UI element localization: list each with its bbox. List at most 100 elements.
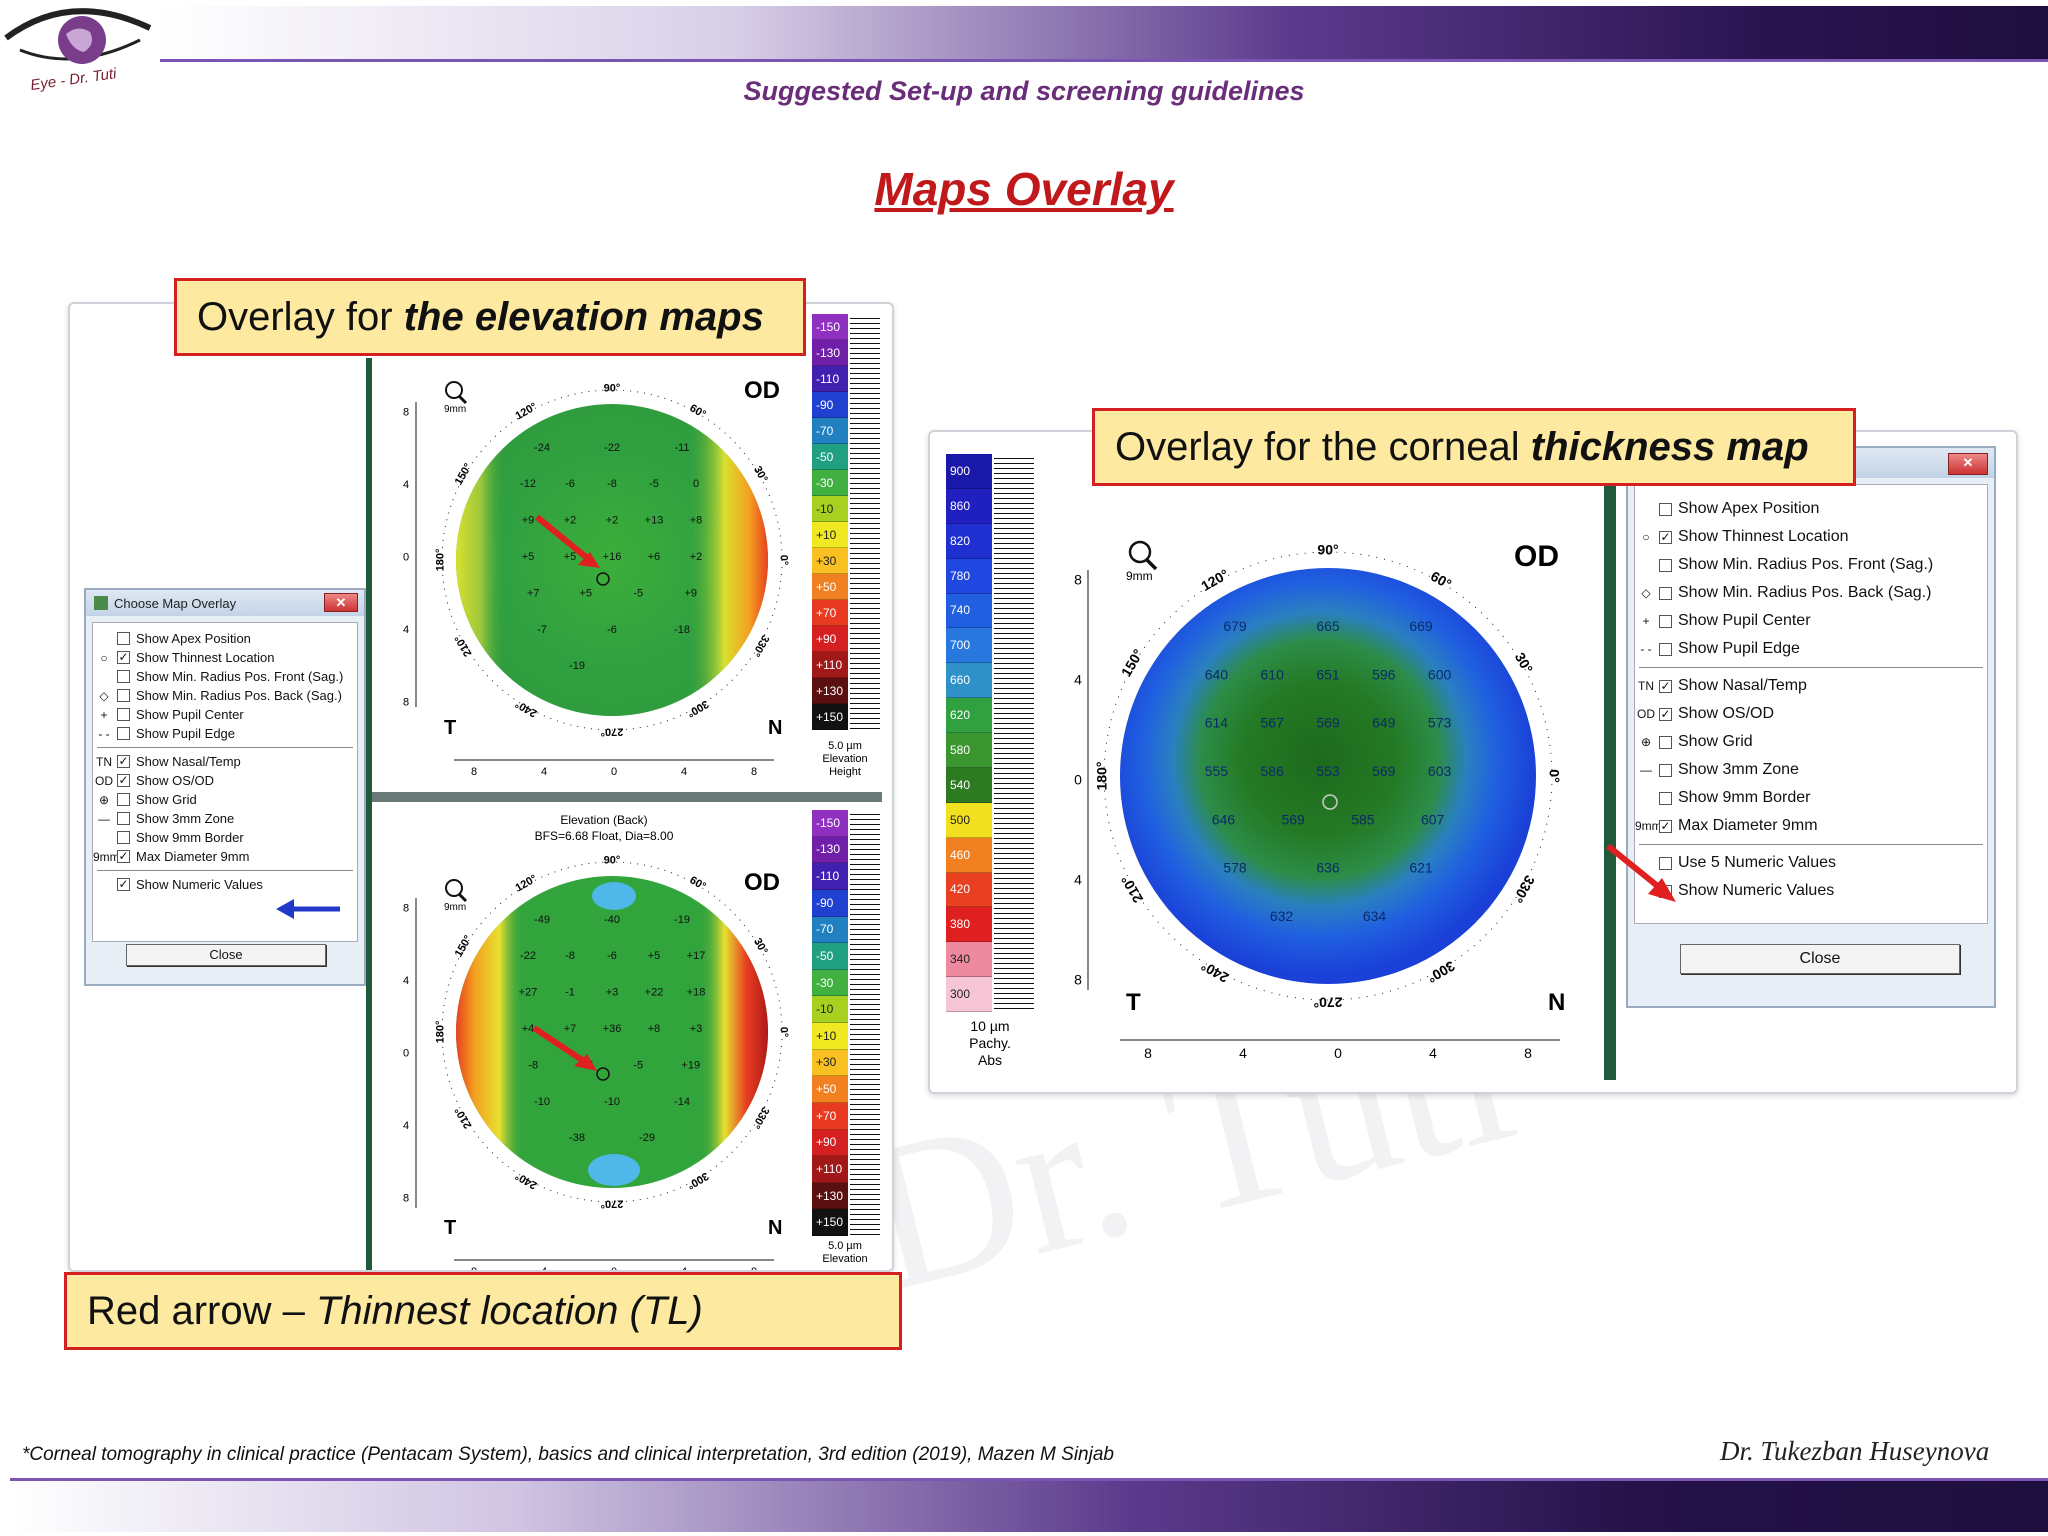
scale-step: +70 (812, 1102, 848, 1130)
option-checkbox[interactable] (117, 793, 130, 806)
option-checkbox[interactable] (1659, 791, 1672, 805)
option-checkbox[interactable] (117, 632, 130, 645)
option-checkbox[interactable] (1659, 856, 1672, 870)
overlay-option[interactable]: OD ✓ Show OS/OD (93, 771, 357, 790)
overlay-option[interactable]: - - Show Pupil Edge (1635, 635, 1987, 663)
overlay-option[interactable]: ⊕ Show Grid (93, 790, 357, 809)
arrow-callout: Red arrow – Thinnest location (TL) (64, 1272, 902, 1350)
option-checkbox[interactable]: ✓ (1659, 678, 1672, 693)
overlay-option[interactable]: TN ✓ Show Nasal/Temp (1635, 672, 1987, 700)
right-dialog-close-icon[interactable]: ✕ (1948, 453, 1988, 475)
option-checkbox[interactable]: ✓ (117, 849, 130, 863)
overlay-option[interactable]: + Show Pupil Center (1635, 607, 1987, 635)
option-checkbox[interactable]: ✓ (117, 773, 130, 787)
dialog-close-icon[interactable]: ✕ (324, 593, 358, 612)
overlay-option[interactable]: ◇ Show Min. Radius Pos. Back (Sag.) (93, 686, 357, 705)
scale-step: +130 (812, 678, 848, 704)
y-tick-label: 4 (1074, 872, 1082, 888)
back-blue-bottom (588, 1154, 640, 1186)
angle-label: 180° (435, 1021, 447, 1044)
option-checkbox[interactable]: ✓ (1659, 818, 1672, 833)
scale-step: +150 (812, 1209, 848, 1236)
page-title-text: Maps Overlay (874, 163, 1174, 215)
option-label: Use 5 Numeric Values (1678, 854, 1836, 871)
option-icon: ○ (100, 650, 108, 665)
overlay-option[interactable]: Use 5 Numeric Values (1635, 849, 1987, 877)
back-axis-ticks: 8 8 4 4 0 0 4 4 8 8 (403, 903, 757, 1270)
option-checkbox[interactable]: ✓ (117, 877, 130, 891)
option-checkbox[interactable]: ✓ (1659, 529, 1672, 544)
scale-step: -10 (812, 996, 848, 1023)
scale-step: -70 (812, 418, 848, 444)
thickness-divider (1604, 444, 1616, 1080)
overlay-option[interactable]: TN ✓ Show Nasal/Temp (93, 752, 357, 771)
angle-label: 90° (1317, 542, 1338, 558)
overlay-option[interactable]: Show Apex Position (1635, 495, 1987, 523)
overlay-option[interactable]: ⊕ Show Grid (1635, 728, 1987, 756)
option-checkbox[interactable] (1659, 558, 1672, 572)
option-checkbox[interactable]: ✓ (117, 650, 130, 664)
right-close-button[interactable]: Close (1680, 944, 1960, 974)
option-checkbox[interactable] (1659, 586, 1672, 600)
overlay-option[interactable]: — Show 3mm Zone (1635, 756, 1987, 784)
scale-step: 580 (946, 733, 992, 768)
option-checkbox[interactable] (1659, 642, 1672, 656)
option-checkbox[interactable] (117, 727, 130, 740)
option-checkbox[interactable]: ✓ (117, 754, 130, 768)
option-label: Show 9mm Border (136, 830, 244, 845)
scale-step: 500 (946, 802, 992, 838)
option-checkbox[interactable] (117, 708, 130, 721)
option-checkbox[interactable] (117, 812, 130, 825)
option-checkbox[interactable] (1659, 735, 1672, 749)
overlay-option[interactable]: Show 9mm Border (93, 828, 357, 847)
map-value: -22 (520, 950, 536, 962)
angle-label: 30° (751, 936, 770, 956)
scale-step: -10 (812, 496, 848, 522)
overlay-option[interactable]: Show Min. Radius Pos. Front (Sag.) (1635, 551, 1987, 579)
option-checkbox[interactable] (1659, 763, 1672, 777)
svg-text:9mm: 9mm (444, 404, 466, 415)
map-value: 0 (693, 478, 699, 490)
option-checkbox[interactable]: ✓ (1659, 706, 1672, 721)
overlay-option[interactable]: 9mm ✓ Max Diameter 9mm (93, 847, 357, 866)
overlay-option[interactable]: - - Show Pupil Edge (93, 724, 357, 743)
overlay-option[interactable]: OD ✓ Show OS/OD (1635, 700, 1987, 728)
scale-step: +90 (812, 626, 848, 652)
overlay-option[interactable]: Show Apex Position (93, 629, 357, 648)
overlay-option[interactable]: ○ ✓ Show Thinnest Location (93, 648, 357, 667)
angle-label: 210° (453, 633, 475, 659)
scale-step: +110 (812, 652, 848, 678)
angle-label: 330° (1510, 873, 1538, 906)
map-value: +9 (684, 587, 697, 599)
map-value: -24 (534, 442, 550, 454)
option-label: Show Nasal/Temp (136, 754, 241, 769)
option-label: Show 3mm Zone (136, 811, 235, 826)
front-temporal-label: T (444, 717, 456, 739)
map-value: +5 (564, 551, 577, 563)
overlay-option[interactable]: + Show Pupil Center (93, 705, 357, 724)
overlay-option[interactable]: ✓Show Numeric Values (1635, 877, 1987, 905)
option-checkbox[interactable] (1659, 502, 1672, 516)
left-options-list: Show Apex Position ○ ✓ Show Thinnest Locati… (92, 622, 358, 942)
map-value: -49 (534, 914, 550, 926)
overlay-option[interactable]: ✓Show Numeric Values (93, 875, 357, 894)
elev-unit-mid-2: Elevation (822, 1253, 868, 1265)
option-checkbox[interactable] (1659, 614, 1672, 628)
overlay-option[interactable]: Show Min. Radius Pos. Front (Sag.) (93, 667, 357, 686)
overlay-option[interactable]: 9mm ✓ Max Diameter 9mm (1635, 812, 1987, 840)
overlay-option[interactable]: — Show 3mm Zone (93, 809, 357, 828)
scale-step: 460 (946, 837, 992, 873)
option-checkbox[interactable] (117, 831, 130, 844)
map-value: +2 (606, 515, 619, 527)
option-label: Show Pupil Edge (1678, 640, 1800, 657)
overlay-option[interactable]: ◇ Show Min. Radius Pos. Back (Sag.) (1635, 579, 1987, 607)
option-checkbox[interactable] (117, 689, 130, 702)
overlay-option[interactable]: Show 9mm Border (1635, 784, 1987, 812)
map-value: -22 (604, 442, 620, 454)
back-temporal-label: T (444, 1217, 456, 1239)
overlay-option[interactable]: ○ ✓ Show Thinnest Location (1635, 523, 1987, 551)
author-name: Dr. Tukezban Huseynova (1720, 1436, 1990, 1466)
map-value: 585 (1351, 811, 1375, 827)
left-close-button[interactable]: Close (126, 944, 326, 966)
option-checkbox[interactable] (117, 670, 130, 683)
